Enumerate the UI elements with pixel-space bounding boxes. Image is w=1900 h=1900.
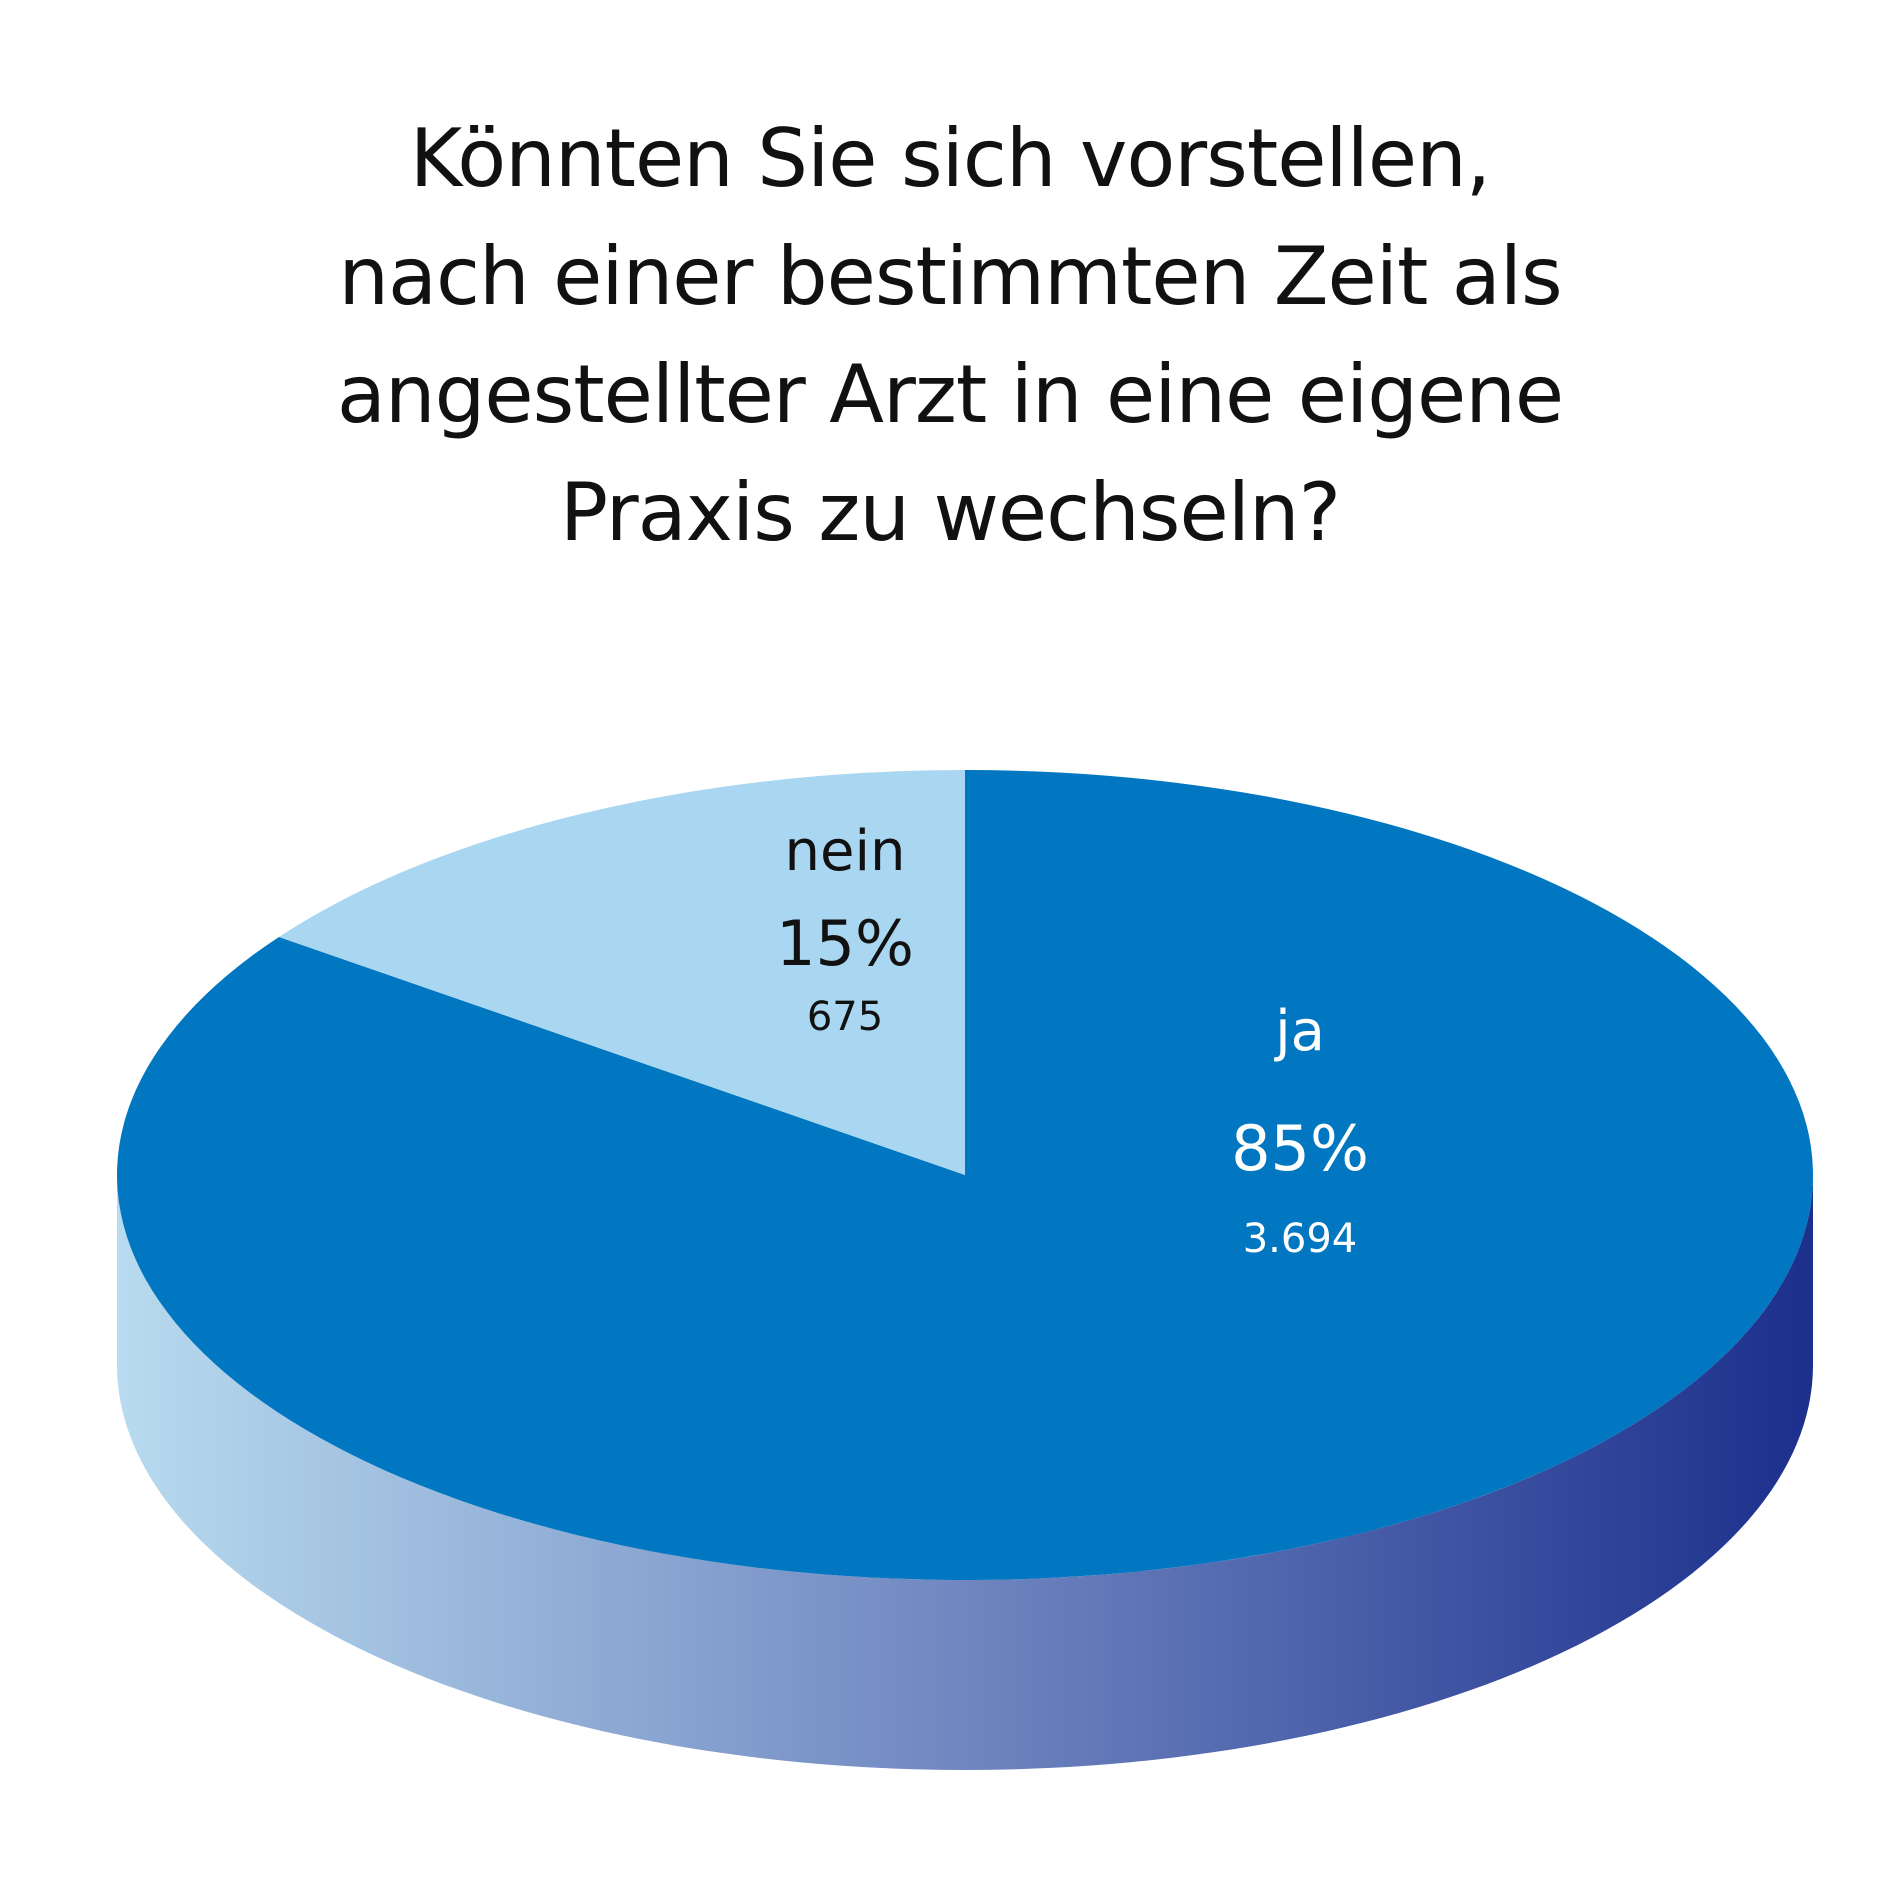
chart-title: Könnten Sie sich vorstellen, nach einer … xyxy=(0,100,1900,572)
pie-slice-ja xyxy=(116,770,1813,1580)
slice-label-nein: nein xyxy=(785,819,906,884)
slice-count-ja: 3.694 xyxy=(1243,1216,1358,1262)
pie-slice-nein xyxy=(278,770,965,1175)
slice-count-nein: 675 xyxy=(807,994,883,1040)
pie-labels: ja 85% 3.694 nein 15% 675 xyxy=(776,819,1369,1262)
title-line-3: angestellter Arzt in eine eigene xyxy=(336,348,1564,441)
slice-percent-ja: 85% xyxy=(1231,1112,1369,1185)
title-line-1: Könnten Sie sich vorstellen, xyxy=(409,112,1491,205)
slice-label-ja: ja xyxy=(1273,999,1325,1064)
pie-side-wall-shape xyxy=(117,1175,1813,1770)
slice-percent-nein: 15% xyxy=(776,907,914,980)
pie-top xyxy=(116,770,1813,1580)
pie-side-wall xyxy=(117,1175,1813,1770)
title-line-4: Praxis zu wechseln? xyxy=(559,466,1341,559)
title-line-2: nach einer bestimmten Zeit als xyxy=(338,230,1562,323)
